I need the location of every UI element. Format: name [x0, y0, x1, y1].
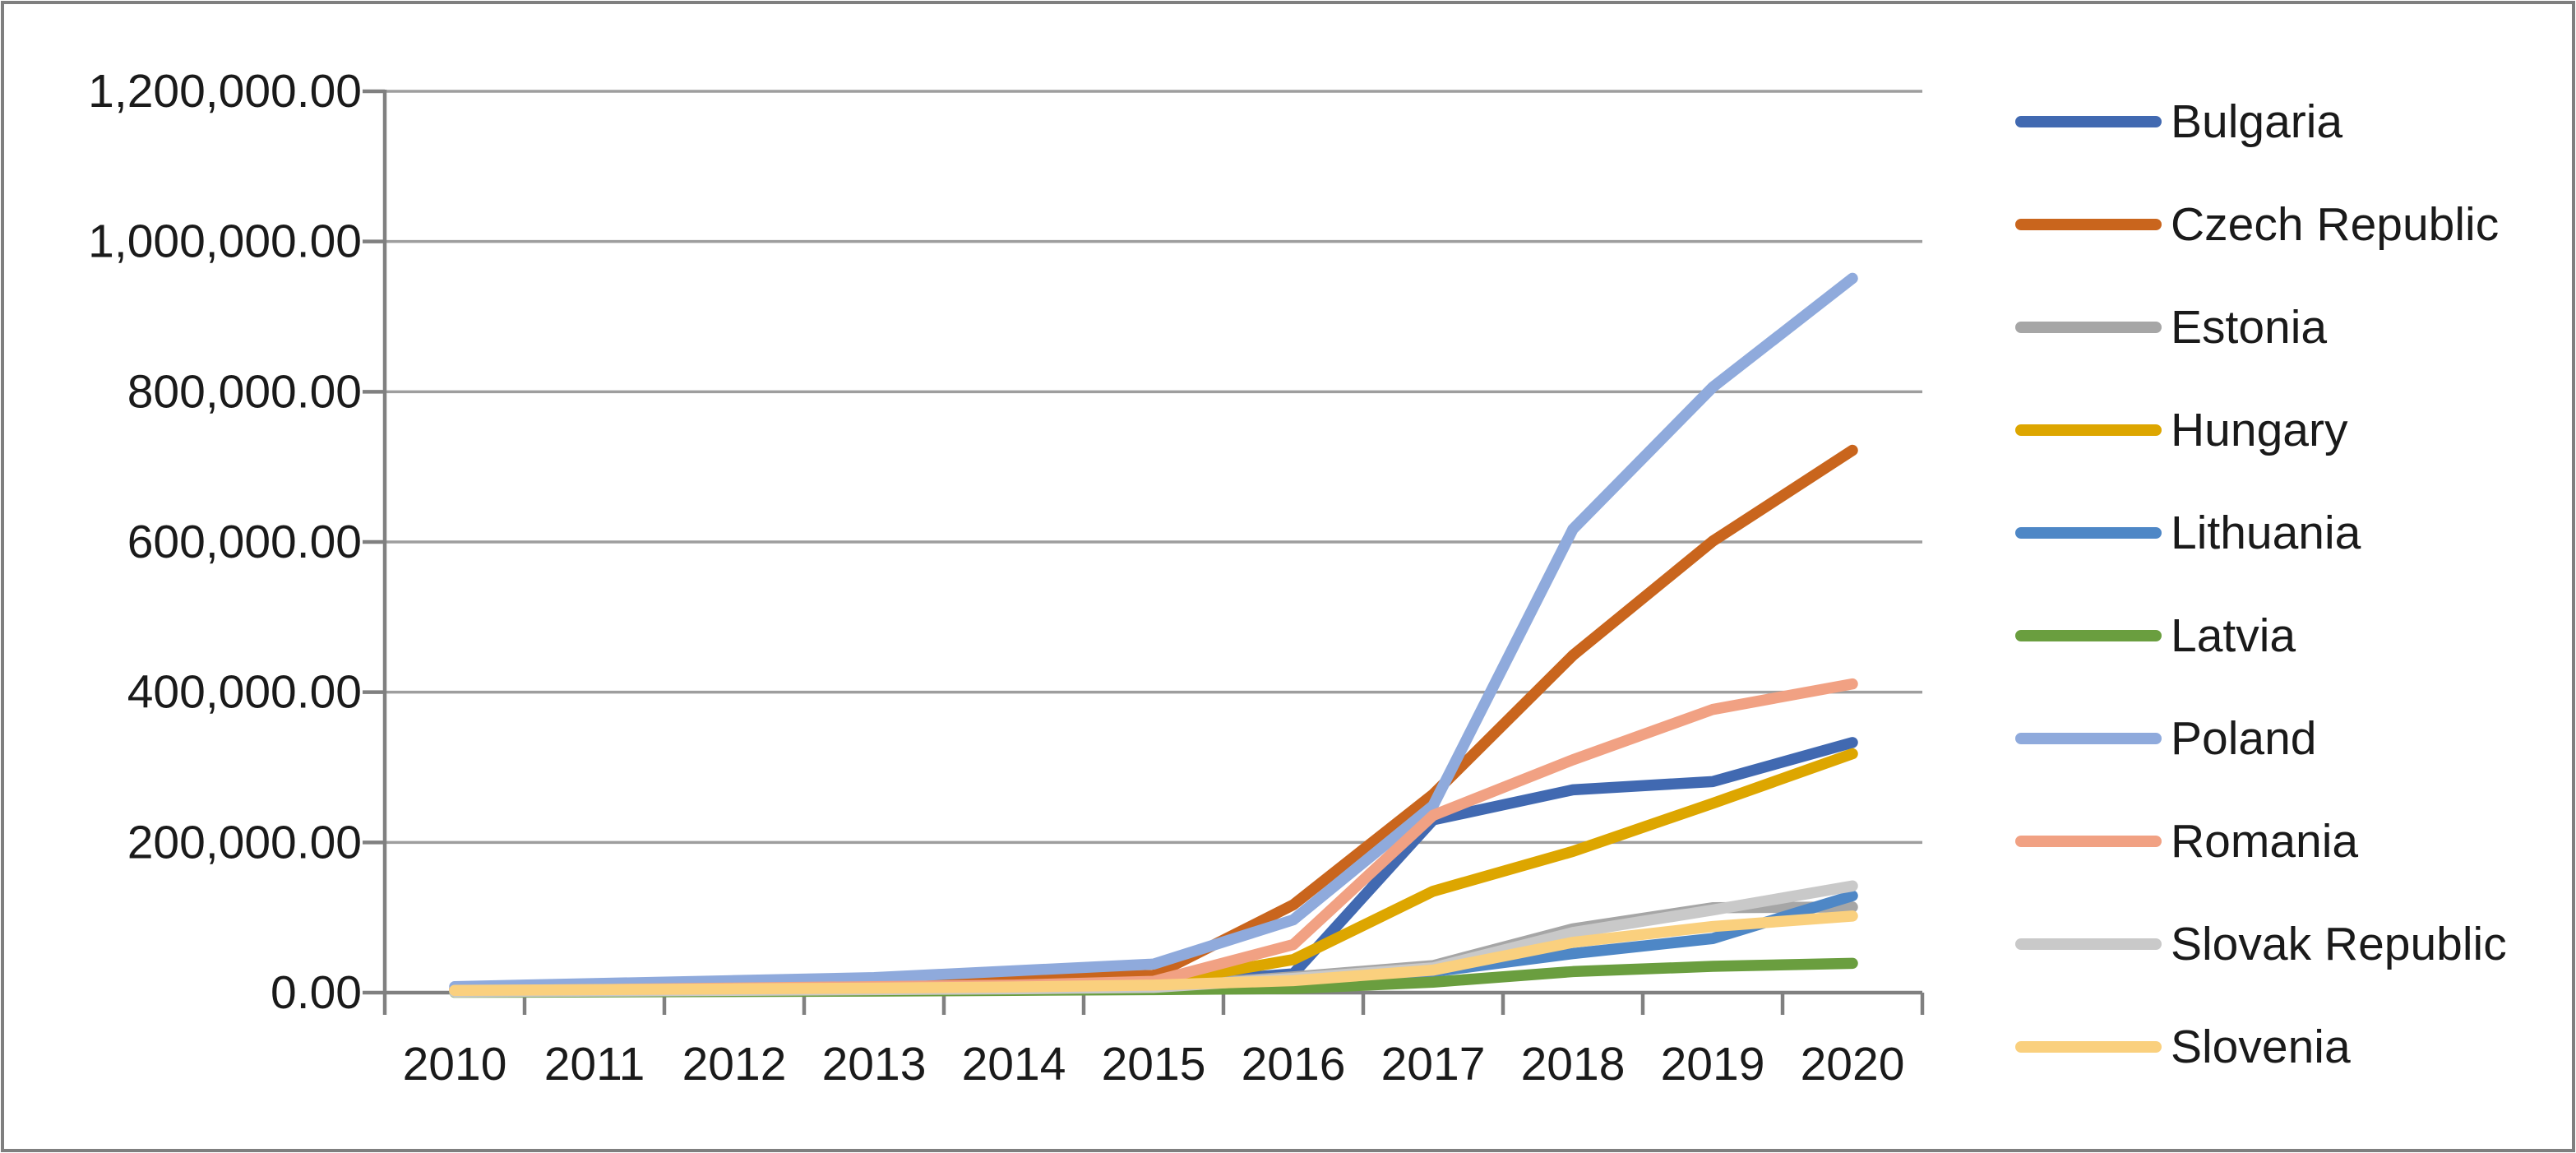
legend-item-estonia: Estonia: [2015, 301, 2327, 354]
legend-item-latvia: Latvia: [2015, 609, 2296, 662]
x-axis-label: 2013: [822, 1038, 927, 1090]
y-axis-label: 400,000.00: [127, 666, 362, 719]
x-axis-label: 2012: [682, 1038, 787, 1090]
x-axis-label: 2015: [1102, 1038, 1206, 1090]
y-axis-label: 800,000.00: [127, 365, 362, 418]
legend-label: Estonia: [2171, 301, 2327, 354]
series-line-slovenia: [449, 910, 1858, 997]
x-axis: 2010 2011 2012 2013 2014 2015 2016 2017 2018 2019…: [382, 993, 1925, 1090]
series-line-poland: [449, 272, 1858, 993]
x-axis-label: 2020: [1801, 1038, 1905, 1090]
legend-item-hungary: Hungary: [2015, 404, 2348, 456]
legend-label: Latvia: [2171, 609, 2296, 662]
y-axis-label: 200,000.00: [127, 816, 362, 868]
legend-label: Slovak Republic: [2171, 918, 2507, 970]
plot-series: [449, 272, 1858, 998]
x-axis-label: 2011: [544, 1038, 645, 1090]
y-axis-label: 1,000,000.00: [88, 215, 362, 268]
legend-item-lithuania: Lithuania: [2015, 507, 2361, 559]
x-axis-label: 2014: [962, 1038, 1066, 1090]
y-axis-label: 0.00: [271, 966, 362, 1019]
legend-label: Bulgaria: [2171, 95, 2342, 148]
legend-label: Romania: [2171, 815, 2358, 868]
legend-label: Hungary: [2171, 404, 2348, 456]
legend: Bulgaria Czech Republic Estonia Hungary Lith…: [2015, 95, 2507, 1073]
legend-item-slovak-republic: Slovak Republic: [2015, 918, 2507, 970]
x-axis-label: 2018: [1521, 1038, 1626, 1090]
y-gridlines: [385, 90, 1922, 845]
x-axis-label: 2016: [1242, 1038, 1346, 1090]
x-axis-label: 2010: [403, 1038, 507, 1090]
x-axis-label: 2017: [1381, 1038, 1486, 1090]
legend-item-bulgaria: Bulgaria: [2015, 95, 2342, 148]
y-axis: 0.00 200,000.00 400,000.00 600,000.00 800,00…: [88, 65, 385, 1019]
legend-label: Slovenia: [2171, 1021, 2351, 1073]
legend-label: Czech Republic: [2171, 198, 2499, 251]
legend-item-romania: Romania: [2015, 815, 2358, 868]
legend-item-czech-republic: Czech Republic: [2015, 198, 2499, 251]
legend-item-slovenia: Slovenia: [2015, 1021, 2351, 1073]
x-axis-label: 2019: [1661, 1038, 1765, 1090]
y-axis-label: 1,200,000.00: [88, 65, 362, 118]
legend-label: Lithuania: [2171, 507, 2361, 559]
legend-label: Poland: [2171, 712, 2317, 765]
y-axis-label: 600,000.00: [127, 516, 362, 568]
legend-item-poland: Poland: [2015, 712, 2317, 765]
